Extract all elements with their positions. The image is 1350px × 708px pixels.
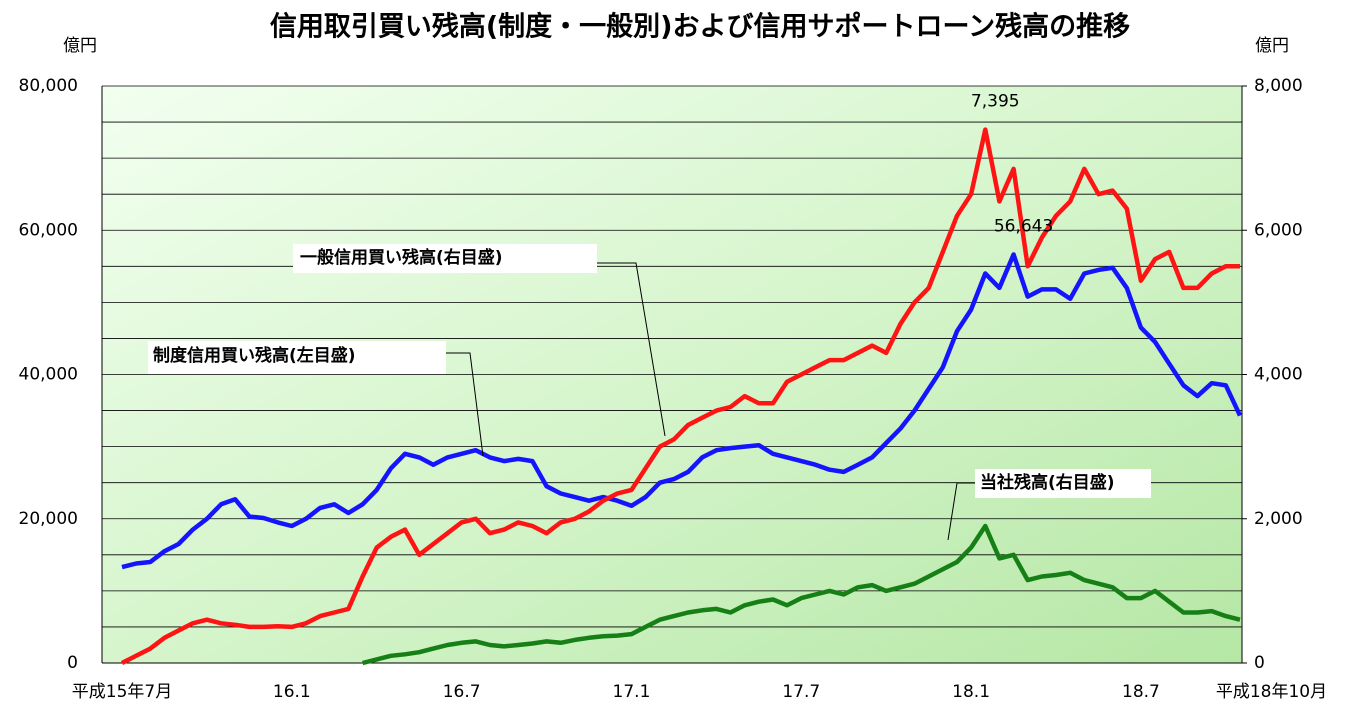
y-tick-label: 40,000 xyxy=(19,365,78,385)
series-line xyxy=(120,127,1240,666)
grid xyxy=(101,85,1247,664)
y-tick-label: 60,000 xyxy=(19,220,78,240)
y2-axis-label: 億円 xyxy=(1255,36,1289,56)
legend-label: 制度信用買い残高(左目盛) xyxy=(153,345,356,366)
y2-tick-label: 8,000 xyxy=(1254,76,1303,96)
y2-tick-label: 6,000 xyxy=(1254,220,1303,240)
leader-line xyxy=(446,352,484,457)
y-tick-label: 20,000 xyxy=(19,509,78,529)
x-tick-label: 16.7 xyxy=(443,682,481,702)
y-tick-label: 80,000 xyxy=(19,76,78,96)
x-tick-label: 17.7 xyxy=(782,682,820,702)
callout-box xyxy=(975,469,1151,498)
x-tick-label: 18.1 xyxy=(952,682,990,702)
legend-label: 当社残高(右目盛) xyxy=(980,472,1115,493)
lines xyxy=(120,127,1243,666)
x-tick-label: 16.1 xyxy=(273,682,311,702)
y-tick-label: 0 xyxy=(67,653,78,673)
x-tick-label: 平成18年10月 xyxy=(1216,682,1327,702)
x-tick-label: 平成15年7月 xyxy=(72,682,172,702)
y2-tick-label: 2,000 xyxy=(1254,509,1303,529)
leader-line xyxy=(597,262,666,437)
data-label: 7,395 xyxy=(971,92,1020,112)
series-line xyxy=(121,252,1243,570)
y-axis-label: 億円 xyxy=(63,36,97,56)
data-label: 56,643 xyxy=(994,216,1053,236)
y2-tick-label: 0 xyxy=(1254,653,1265,673)
legend-label: 一般信用買い残高(右目盛) xyxy=(300,247,503,268)
callout-box xyxy=(148,341,446,374)
x-tick-label: 17.1 xyxy=(613,682,651,702)
x-tick-label: 18.7 xyxy=(1122,682,1160,702)
series-line xyxy=(362,523,1241,666)
leader-line xyxy=(947,482,975,541)
y2-tick-label: 4,000 xyxy=(1254,365,1303,385)
callout-box xyxy=(293,244,597,273)
chart-title: 信用取引買い残高(制度・一般別)および信用サポートローン残高の推移 xyxy=(270,11,1130,43)
